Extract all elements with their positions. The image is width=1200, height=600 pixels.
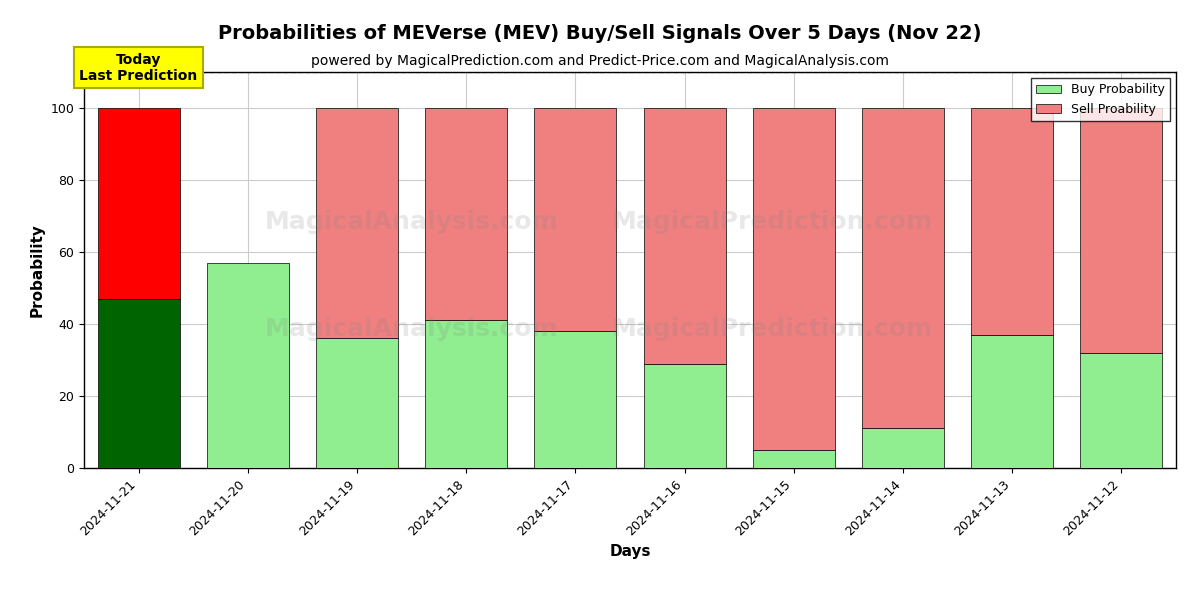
- Bar: [643, 364, 726, 468]
- Text: powered by MagicalPrediction.com and Predict-Price.com and MagicalAnalysis.com: powered by MagicalPrediction.com and Pre…: [311, 54, 889, 68]
- Bar: [752, 108, 835, 450]
- Bar: [316, 338, 398, 468]
- X-axis label: Days: Days: [610, 544, 650, 559]
- Bar: [425, 108, 508, 320]
- Bar: [534, 108, 617, 331]
- Text: MagicalAnalysis.com: MagicalAnalysis.com: [265, 317, 558, 341]
- Bar: [206, 263, 289, 468]
- Bar: [97, 299, 180, 468]
- Text: MagicalAnalysis.com: MagicalAnalysis.com: [265, 211, 558, 235]
- Bar: [97, 108, 180, 299]
- Bar: [971, 335, 1054, 468]
- Bar: [1080, 353, 1163, 468]
- Y-axis label: Probability: Probability: [30, 223, 44, 317]
- Text: MagicalPrediction.com: MagicalPrediction.com: [611, 211, 932, 235]
- Bar: [752, 450, 835, 468]
- Text: Today
Last Prediction: Today Last Prediction: [79, 53, 198, 83]
- Text: Probabilities of MEVerse (MEV) Buy/Sell Signals Over 5 Days (Nov 22): Probabilities of MEVerse (MEV) Buy/Sell …: [218, 24, 982, 43]
- Bar: [862, 428, 944, 468]
- Bar: [534, 331, 617, 468]
- Bar: [316, 108, 398, 338]
- Text: MagicalPrediction.com: MagicalPrediction.com: [611, 317, 932, 341]
- Bar: [643, 108, 726, 364]
- Bar: [1080, 108, 1163, 353]
- Bar: [425, 320, 508, 468]
- Legend: Buy Probability, Sell Proability: Buy Probability, Sell Proability: [1031, 78, 1170, 121]
- Bar: [971, 108, 1054, 335]
- Bar: [862, 108, 944, 428]
